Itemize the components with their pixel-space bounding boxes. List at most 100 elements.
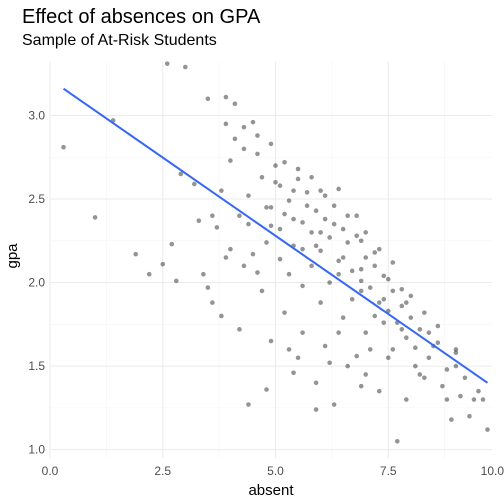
data-point [286,271,292,277]
data-point [300,330,305,335]
data-point [327,235,332,240]
y-axis-label: gpa [4,243,21,269]
data-point [300,220,305,225]
data-point [358,383,364,389]
data-point [291,370,296,376]
data-point [178,171,184,177]
data-point [440,383,445,389]
data-point [300,283,305,289]
data-point [331,221,337,227]
x-tick-label: 5.0 [267,464,284,478]
data-point [313,380,319,386]
data-point [169,241,175,247]
data-point [246,221,251,227]
data-point [372,263,378,269]
data-point [458,393,463,399]
data-point [376,388,382,394]
data-point [449,417,454,422]
x-tick-label: 0.0 [42,464,59,478]
data-point [282,310,287,315]
data-point [354,233,359,239]
data-point [354,213,359,219]
data-point [313,407,319,412]
data-point [363,330,369,335]
data-point [485,427,490,432]
data-point [340,226,346,232]
data-point [219,188,224,193]
data-point [291,188,296,193]
data-point [241,124,247,130]
chart-title: Effect of absences on GPA [22,6,261,28]
data-point [250,251,256,257]
data-point [453,350,459,356]
data-point [399,327,405,332]
data-point [358,266,364,272]
x-tick-label: 10.0 [481,464,504,478]
data-point [381,296,387,302]
y-tick-label: 2.5 [28,192,45,206]
plot-grid [49,62,492,458]
data-point [331,402,337,407]
data-point [417,327,423,332]
data-point [309,263,314,269]
data-point [277,183,283,188]
data-point [422,310,427,315]
data-point [322,216,328,222]
data-point [404,397,409,402]
x-tick-label: 7.5 [380,464,397,478]
data-point [286,347,292,352]
trend-line [62,87,489,384]
data-point [471,397,477,402]
data-point [304,203,310,208]
data-point [336,330,341,335]
data-point [300,246,305,252]
data-point [385,355,391,361]
data-point [295,166,301,172]
data-point [295,176,301,182]
data-point [61,144,66,150]
data-point [219,313,224,319]
data-point [318,230,323,235]
data-point [268,205,274,210]
data-point [404,335,409,340]
data-point [376,300,382,305]
x-axis-label: absent [248,482,294,499]
data-point [394,438,400,444]
data-point [340,255,346,260]
data-point [336,186,341,192]
data-point [255,270,260,275]
data-point [318,188,323,193]
data-point [358,278,364,284]
data-point [345,213,350,219]
data-point [399,303,405,309]
data-point [322,193,328,198]
data-point [413,363,418,369]
data-point [363,255,369,260]
data-point [336,258,341,264]
data-point [404,300,409,305]
x-tick-label: 2.5 [154,464,171,478]
y-tick-label: 3.0 [28,108,45,122]
data-point [255,133,260,138]
y-tick-label: 2.0 [28,276,45,290]
data-point [318,248,323,254]
data-point [318,300,323,305]
data-point [201,271,206,277]
data-point [259,288,265,294]
data-point [313,208,319,214]
data-point [381,320,387,325]
data-point [426,355,432,361]
data-point [246,193,251,198]
data-point [363,230,369,235]
y-tick-label: 1.0 [28,443,45,457]
point-layer [61,61,490,444]
data-point [480,397,486,402]
data-point [192,181,197,187]
data-point [205,285,211,290]
data-point [291,216,296,222]
data-point [264,240,269,245]
data-point [237,327,242,332]
data-point [453,363,459,369]
data-point [385,276,391,282]
data-point [237,213,242,219]
